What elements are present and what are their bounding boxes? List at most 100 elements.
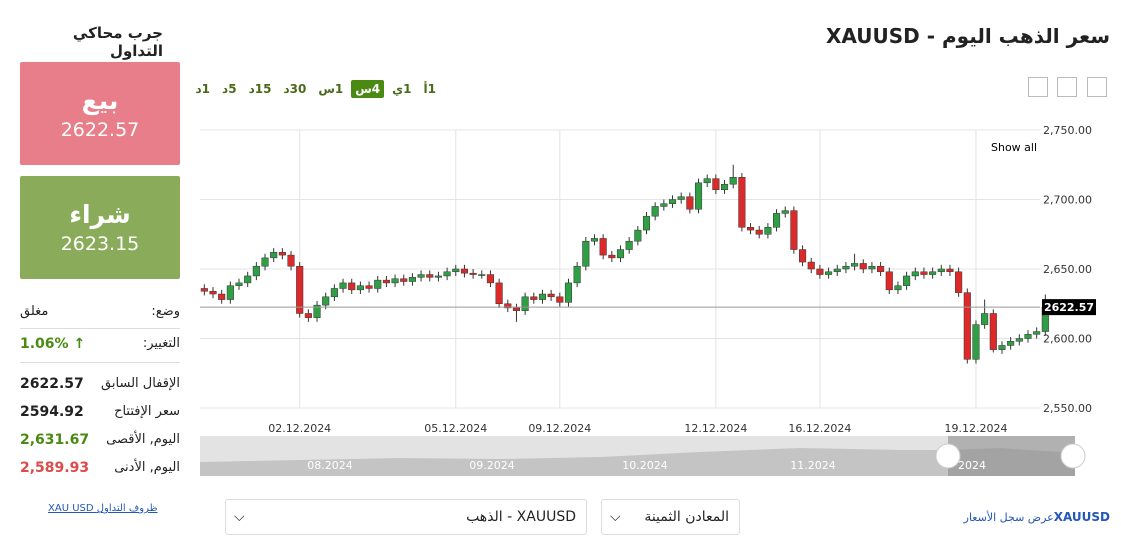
sell-label: بيع	[81, 86, 119, 115]
stat-value: 2594.92	[20, 404, 84, 420]
category-select[interactable]: ⌵ المعادن الثمينة	[601, 499, 740, 535]
candle-body	[200, 288, 208, 292]
y-tick-label: 2,700.00	[1043, 194, 1092, 207]
timeframe-button[interactable]: 5د	[222, 82, 237, 96]
candle-body	[582, 240, 590, 267]
candle-body	[547, 293, 555, 298]
terms-link[interactable]: XAU USD ظروف التداول	[48, 503, 158, 514]
candle-body	[365, 285, 373, 289]
candle-body	[226, 285, 234, 300]
timeframe-button[interactable]: 15د	[248, 82, 272, 96]
stat-label: اليوم, الأقصى	[106, 432, 180, 447]
candle-body	[235, 282, 243, 286]
candle-body	[746, 227, 755, 231]
candle-body	[556, 296, 564, 303]
buy-button[interactable]: شراء 2623.15	[20, 176, 180, 279]
candle-body	[712, 178, 720, 191]
candle-body	[937, 268, 945, 273]
candle-body	[816, 268, 824, 275]
candle-body	[842, 265, 850, 270]
timeframe-bar: 1أ 1ي 4س 1س 30د 15د 5د 1د	[196, 80, 440, 98]
x-tick-label: 09.12.2024	[528, 422, 591, 435]
divider	[20, 362, 180, 363]
x-tick-label: 02.12.2024	[268, 422, 331, 435]
candle-body	[720, 183, 729, 191]
navigator-handle[interactable]	[935, 443, 961, 469]
candle-body	[807, 261, 815, 270]
navigator-handle[interactable]	[1060, 443, 1086, 469]
candle-body	[686, 196, 694, 210]
candle-body	[773, 213, 781, 228]
navigator-label: 08.2024	[307, 459, 353, 472]
stat-label: سعر الإفتتاح	[114, 404, 180, 419]
candle-body	[729, 177, 737, 185]
chart-type-icon[interactable]	[1028, 77, 1048, 97]
candle-body	[374, 279, 382, 289]
navigator-label: 11.2024	[790, 459, 836, 472]
timeframe-button[interactable]: 1د	[195, 82, 211, 96]
timeframe-button[interactable]: 1ي	[392, 82, 412, 96]
candle-body	[348, 282, 356, 291]
x-tick-label: 19.12.2024	[944, 422, 1007, 435]
candle-body	[625, 240, 633, 250]
candle-body	[859, 263, 867, 270]
candle-body	[894, 285, 902, 291]
page-title: سعر الذهب اليوم - XAUUSD	[825, 24, 1110, 48]
timeframe-button[interactable]: 1أ	[423, 82, 436, 96]
candle-body	[391, 278, 399, 284]
stat-label: اليوم, الأدنى	[114, 460, 180, 475]
candle-body	[989, 313, 997, 350]
chart-type-icon[interactable]	[1087, 77, 1107, 97]
candle-body	[790, 210, 798, 250]
stat-row: اليوم, الأقصى 2,631.67	[20, 432, 180, 448]
candle-body	[825, 271, 833, 275]
candle-body	[452, 268, 460, 273]
candle-body	[781, 210, 789, 214]
candle-body	[590, 238, 599, 242]
timeframe-button[interactable]: 30د	[283, 82, 307, 96]
navigator-label: 2024	[958, 459, 986, 472]
candle-body	[564, 282, 573, 303]
candle-body	[799, 249, 807, 263]
chart-type-icon[interactable]	[1057, 77, 1077, 97]
y-tick-label: 2,550.00	[1043, 402, 1092, 415]
candle-body	[382, 279, 390, 284]
stat-row: الإقفال السابق 2622.57	[20, 376, 180, 392]
candle-body	[955, 271, 963, 293]
navigator-label: 09.2024	[469, 459, 515, 472]
timeframe-button[interactable]: 1س	[318, 82, 344, 96]
candle-body	[642, 215, 651, 231]
sell-button[interactable]: بيع 2622.57	[20, 62, 180, 165]
candle-body	[356, 285, 364, 291]
candle-body	[330, 288, 338, 298]
status-value: مغلق	[20, 304, 49, 319]
candle-body	[946, 268, 954, 273]
stat-value: 2,631.67	[20, 432, 90, 448]
y-tick-label: 2,650.00	[1043, 263, 1092, 276]
reset-zoom[interactable]: Show all	[991, 141, 1037, 154]
history-link[interactable]: عرض سجل الأسعارXAUUSD	[964, 510, 1110, 524]
simulator-title[interactable]: جرب محاكي التداول	[72, 24, 163, 60]
y-tick-label: 2,600.00	[1043, 333, 1092, 346]
up-arrow: ↑	[73, 336, 86, 352]
candle-body	[287, 254, 295, 267]
candle-body	[1007, 341, 1015, 346]
candle-body	[209, 290, 217, 295]
stat-row: سعر الإفتتاح 2594.92	[20, 404, 180, 420]
candle-body	[426, 274, 434, 278]
candle-body	[660, 203, 668, 207]
chart: Show all 2,550.00 2,600.00 2,650.00 2,700.0…	[200, 124, 1096, 476]
timeframe-button[interactable]: 4س	[351, 80, 385, 98]
candle-body	[929, 271, 937, 275]
candle-body	[903, 275, 911, 286]
navigator-label: 10.2024	[622, 459, 668, 472]
instrument-select[interactable]: ⌵ XAUUSD - الذهب	[225, 499, 587, 535]
navigator-selection[interactable]	[948, 436, 1075, 476]
candle-body	[885, 271, 893, 291]
candle-body	[278, 252, 286, 256]
candle-body	[244, 275, 252, 284]
candle-body	[634, 229, 642, 242]
candle-body	[998, 345, 1006, 350]
candle-body	[538, 293, 547, 300]
